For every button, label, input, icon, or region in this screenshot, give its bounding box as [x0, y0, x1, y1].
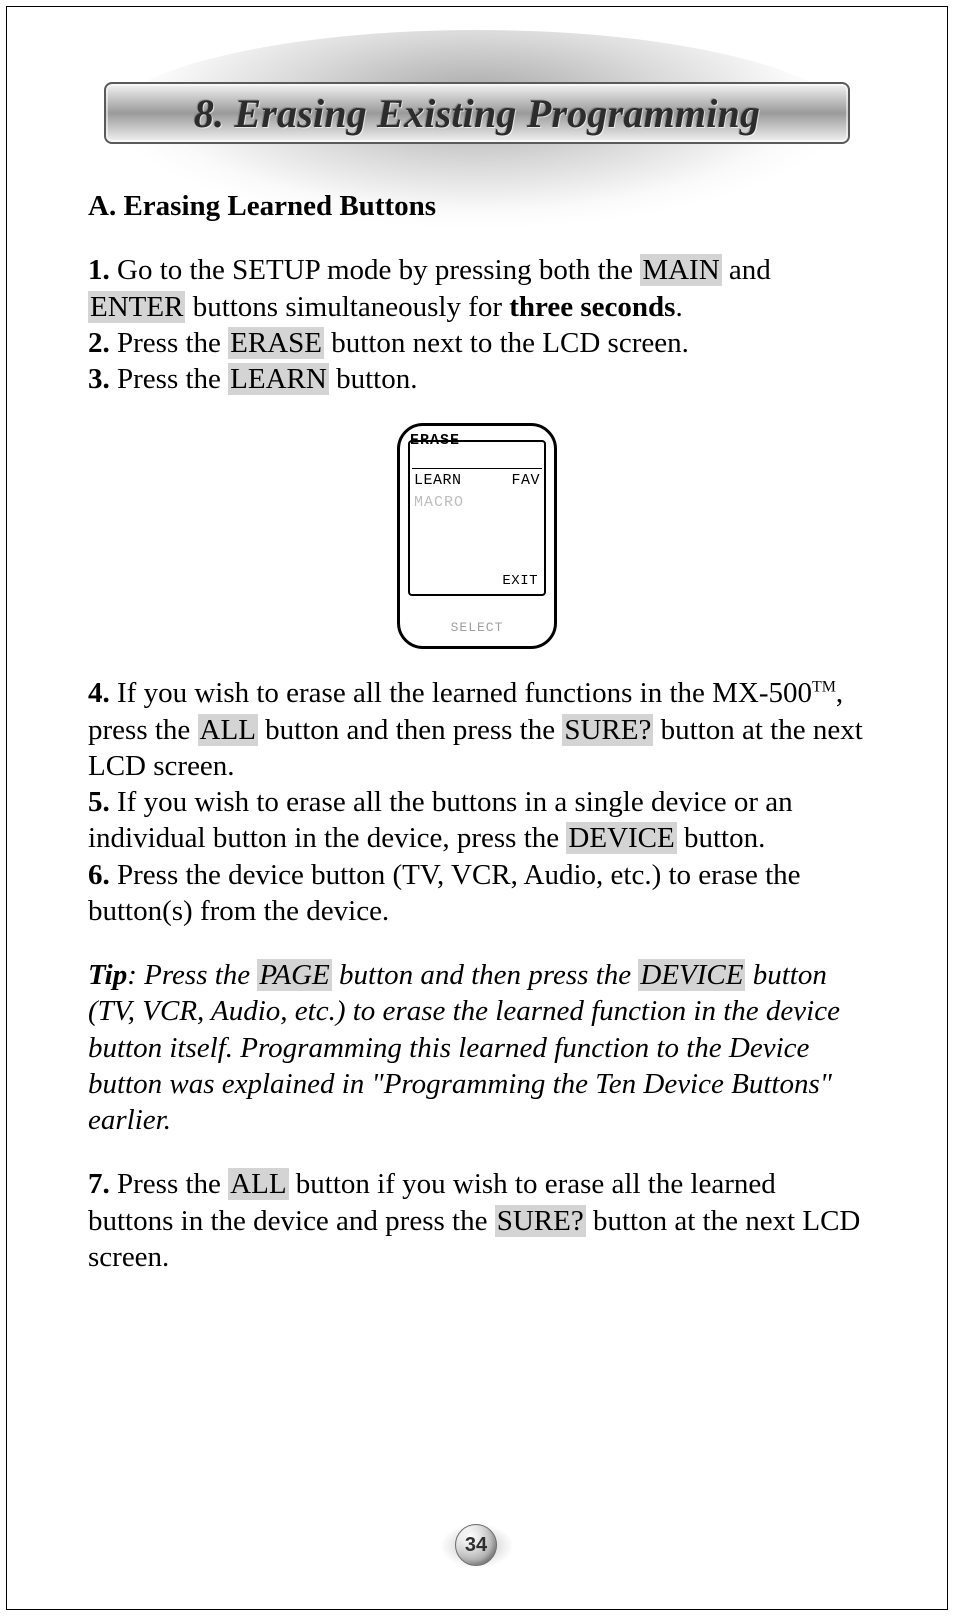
step-text: button and then press the [258, 714, 562, 746]
step-text: Press the [110, 1168, 228, 1200]
step-number: 6. [88, 859, 110, 891]
highlight-main: MAIN [640, 254, 721, 286]
step-text: button. [329, 363, 418, 395]
step-3: 3. Press the LEARN button. [88, 361, 866, 397]
tip-text: button and then press the [332, 959, 639, 991]
step-text: buttons simultaneously for [185, 291, 509, 323]
highlight-page: PAGE [257, 959, 331, 991]
step-number: 3. [88, 363, 110, 395]
page-content: A. Erasing Learned Buttons 1. Go to the … [88, 188, 866, 1275]
highlight-enter: ENTER [88, 291, 185, 323]
step-1: 1. Go to the SETUP mode by pressing both… [88, 252, 866, 325]
highlight-device: DEVICE [638, 959, 745, 991]
highlight-sure: SURE? [562, 714, 653, 746]
step-4: 4. If you wish to erase all the learned … [88, 675, 866, 784]
step-text: Press the device button (TV, VCR, Audio,… [88, 859, 801, 927]
step-bold: three seconds [509, 291, 675, 323]
step-text: Press the [110, 363, 228, 395]
lcd-device-outline: ERASE LEARN FAV MACRO EXIT SELECT [397, 423, 557, 649]
step-text: . [675, 291, 682, 323]
lcd-divider-line [412, 468, 542, 469]
step-number: 7. [88, 1168, 110, 1200]
lcd-option-exit: EXIT [502, 573, 538, 591]
lcd-select-label: SELECT [451, 620, 504, 636]
lcd-screen: LEARN FAV MACRO EXIT [408, 440, 546, 596]
step-6: 6. Press the device button (TV, VCR, Aud… [88, 857, 866, 930]
highlight-device: DEVICE [566, 822, 676, 854]
step-number: 1. [88, 254, 110, 286]
step-text: button next to the LCD screen. [324, 327, 689, 359]
step-text: Press the [110, 327, 228, 359]
tip-paragraph: Tip: Press the PAGE button and then pres… [88, 957, 866, 1138]
step-7: 7. Press the ALL button if you wish to e… [88, 1166, 866, 1275]
step-text: If you wish to erase all the learned fun… [110, 677, 812, 709]
step-5: 5. If you wish to erase all the buttons … [88, 784, 866, 857]
page-number-badge: 34 [455, 1524, 499, 1568]
tip-text: : Press the [127, 959, 257, 991]
step-text: button. [677, 822, 766, 854]
lcd-figure: ERASE LEARN FAV MACRO EXIT SELECT [88, 423, 866, 649]
lcd-option-learn: LEARN [414, 472, 462, 491]
step-2: 2. Press the ERASE button next to the LC… [88, 325, 866, 361]
lcd-option-fav: FAV [511, 472, 540, 491]
page-number: 34 [455, 1524, 497, 1566]
step-number: 5. [88, 786, 110, 818]
chapter-title-bar: 8. Erasing Existing Programming [104, 82, 850, 144]
step-text: Go to the SETUP mode by pressing both th… [110, 254, 641, 286]
lcd-option-macro-faded: MACRO [414, 494, 464, 513]
chapter-title-text: 8. Erasing Existing Programming [194, 90, 760, 137]
highlight-erase: ERASE [228, 327, 324, 359]
step-number: 2. [88, 327, 110, 359]
highlight-all: ALL [228, 1168, 288, 1200]
step-text: and [722, 254, 771, 286]
highlight-learn: LEARN [228, 363, 329, 395]
trademark-symbol: TM [812, 679, 836, 696]
highlight-all: ALL [198, 714, 258, 746]
tip-label: Tip [88, 959, 127, 991]
step-number: 4. [88, 677, 110, 709]
subsection-heading: A. Erasing Learned Buttons [88, 188, 866, 224]
highlight-sure: SURE? [495, 1205, 586, 1237]
